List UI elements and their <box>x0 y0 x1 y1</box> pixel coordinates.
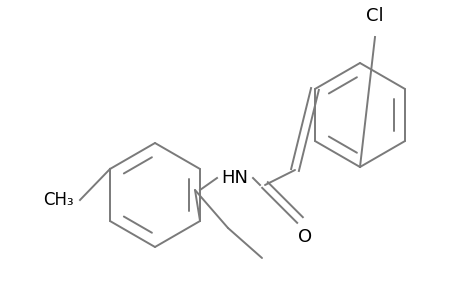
Text: O: O <box>297 228 311 246</box>
Text: HN: HN <box>221 169 248 187</box>
Text: Cl: Cl <box>365 7 383 25</box>
Text: CH₃: CH₃ <box>43 191 73 209</box>
